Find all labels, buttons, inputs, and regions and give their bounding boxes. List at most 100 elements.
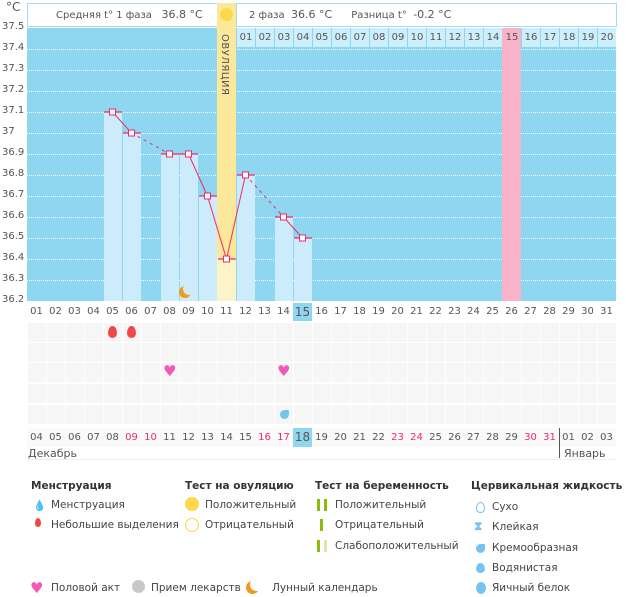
marker-cell: [579, 343, 597, 362]
marker-cell: [47, 343, 65, 362]
marker-cell: [427, 343, 445, 362]
marker-cell: [66, 405, 84, 424]
marker-cell: [256, 323, 274, 342]
date-label: 23: [388, 428, 407, 447]
marker-cell: [484, 363, 502, 382]
marker-cell: [161, 384, 179, 403]
marker-cell: [579, 323, 597, 342]
month-january: Январь: [564, 447, 606, 460]
post-ovulation-day: 01: [237, 28, 255, 47]
marker-cell: [218, 343, 236, 362]
marker-cell: [294, 384, 312, 403]
marker-cell: [408, 363, 426, 382]
temp-point: [109, 108, 116, 116]
post-ovulation-day: 15: [503, 28, 521, 47]
marker-cell: [465, 405, 483, 424]
marker-cell: [85, 343, 103, 362]
marker-cell: [313, 343, 331, 362]
marker-cell: [484, 343, 502, 362]
marker-cell: [218, 363, 236, 382]
temp-segment: [207, 195, 227, 260]
grid-line: [27, 196, 616, 197]
legend-menstruation-title: Менструация: [31, 480, 112, 492]
marker-cell: [142, 323, 160, 342]
marker-cell: [351, 384, 369, 403]
temp-segment: [188, 153, 208, 197]
marker-cell: [237, 363, 255, 382]
marker-cell: [332, 323, 350, 342]
marker-cell: [579, 405, 597, 424]
marker-cell: [503, 323, 521, 342]
legend-cervical-eggwhite: Яичный белок: [492, 582, 571, 594]
heart-icon: ♥: [163, 362, 177, 380]
marker-cell: [275, 323, 293, 342]
legend-menstruation: 💧: [33, 499, 46, 512]
marker-cell: [47, 384, 65, 403]
post-ovulation-day: 11: [427, 28, 445, 47]
grid-line: [27, 49, 616, 50]
marker-cell: [389, 323, 407, 342]
date-label: 06: [65, 428, 84, 447]
heart-icon: ♥: [30, 579, 44, 597]
date-label: 21: [350, 428, 369, 447]
cycle-day-label: 18: [353, 306, 366, 317]
marker-cell: [237, 323, 255, 342]
marker-cell: [313, 384, 331, 403]
marker-cell: [408, 343, 426, 362]
marker-cell: [28, 323, 46, 342]
marker-cell: [503, 363, 521, 382]
cycle-day-label: 28: [543, 306, 556, 317]
moon-icon: [250, 578, 263, 591]
grid-line: [27, 238, 616, 239]
marker-cell: [427, 384, 445, 403]
marker-cell: [47, 405, 65, 424]
marker-cell: [199, 405, 217, 424]
y-tick-label: 37.5: [2, 21, 25, 32]
date-label: 31: [540, 428, 559, 447]
cycle-day-label: 08: [163, 306, 176, 317]
temp-segment: [226, 174, 246, 260]
temp-point: [185, 150, 192, 158]
marker-cell: [199, 384, 217, 403]
legend-ovulation-positive: Положительный: [205, 499, 297, 511]
marker-cell: [275, 363, 293, 382]
cycle-day-label: 10: [201, 306, 214, 317]
marker-cell: [541, 323, 559, 342]
marker-cell: [389, 363, 407, 382]
marker-cell: [28, 363, 46, 382]
marker-cell: [598, 405, 616, 424]
creamy-icon: [280, 410, 289, 419]
moon-icon: [183, 283, 195, 295]
y-tick-label: 36.5: [2, 231, 25, 242]
marker-cell: [541, 405, 559, 424]
post-ovulation-day: 16: [522, 28, 540, 47]
marker-cell: [142, 343, 160, 362]
marker-cell: [560, 384, 578, 403]
marker-cell: [465, 384, 483, 403]
marker-cell: [560, 405, 578, 424]
temp-point: [128, 129, 135, 137]
legend-lunar: Лунный календарь: [272, 582, 378, 594]
cycle-day-label: 31: [600, 306, 613, 317]
y-tick-label: 37.2: [2, 84, 25, 95]
legend-ovulation-negative: Отрицательный: [205, 519, 294, 531]
cycle-day-label: 25: [486, 306, 499, 317]
marker-cell: [446, 384, 464, 403]
marker-cell: [256, 405, 274, 424]
cycle-day-label: 09: [182, 306, 195, 317]
marker-cell: [446, 405, 464, 424]
marker-cell: [332, 343, 350, 362]
date-label: 13: [198, 428, 217, 447]
marker-cell: [199, 323, 217, 342]
marker-cell: [351, 405, 369, 424]
cycle-day-label: 01: [30, 306, 43, 317]
cycle-day-label: 12: [239, 306, 252, 317]
date-label: 19: [312, 428, 331, 447]
marker-cell: [123, 384, 141, 403]
phase1-label: Средняя t° 1 фаза: [56, 10, 152, 21]
cycle-day-label: 30: [581, 306, 594, 317]
heart-icon: ♥: [277, 362, 291, 380]
post-ovulation-day: 18: [560, 28, 578, 47]
marker-cell: [161, 343, 179, 362]
eggwhite-icon: [476, 582, 486, 594]
